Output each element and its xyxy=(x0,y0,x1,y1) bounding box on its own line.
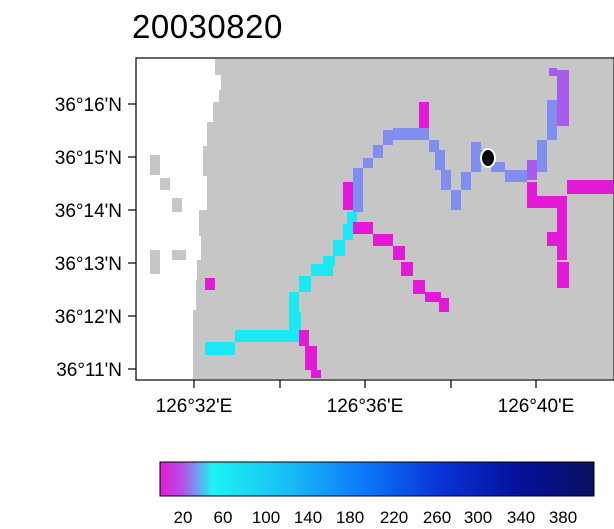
y-tick-label: 36°11'N xyxy=(56,360,122,381)
river-cell-magenta xyxy=(343,182,353,210)
y-tick-label: 36°13'N xyxy=(55,254,122,275)
river-cell-cyan xyxy=(347,212,357,224)
sea-cell xyxy=(193,176,207,210)
island-cell xyxy=(172,250,186,260)
colorbar-tick-label: 260 xyxy=(423,508,451,527)
y-tick-label: 36°16'N xyxy=(55,95,122,116)
land-area xyxy=(137,59,613,379)
sea-cell xyxy=(193,75,221,90)
river-cell-magenta xyxy=(311,370,321,378)
river-cell-blue xyxy=(471,142,481,172)
sea-cell xyxy=(193,122,207,146)
river-cell-magenta xyxy=(353,222,373,234)
river-cell-magenta xyxy=(205,278,215,290)
river-cell-blue xyxy=(435,150,445,170)
y-tick-label: 36°12'N xyxy=(55,307,122,328)
river-cell-cyan xyxy=(289,312,301,342)
y-tick-label: 36°14'N xyxy=(55,201,122,222)
river-cell-blue xyxy=(429,140,439,152)
colorbar-tick-label: 60 xyxy=(214,508,233,527)
island-cell xyxy=(160,178,170,190)
sea-area xyxy=(137,59,221,379)
river-cell-purple xyxy=(557,70,569,126)
colorbar-tick-label: 220 xyxy=(380,508,408,527)
river-cell-magenta xyxy=(439,298,449,312)
land-fill xyxy=(137,59,613,379)
river-cell-magenta xyxy=(527,182,537,208)
river-cell-blue xyxy=(373,145,383,158)
river-cell-magenta xyxy=(567,180,613,194)
river-cell-blue xyxy=(363,158,373,168)
river-cell-blue xyxy=(393,128,429,140)
river-cell-blue xyxy=(505,170,527,182)
sea-cell xyxy=(137,59,193,379)
colorbar-gradient xyxy=(159,461,595,497)
river-cell-blue xyxy=(537,140,547,172)
sea-cell xyxy=(193,59,215,75)
river-cell-cyan xyxy=(343,224,353,240)
sea-cell xyxy=(193,236,201,260)
river-cell-magenta xyxy=(547,232,557,246)
sea-cell xyxy=(193,280,196,310)
river-cell-magenta xyxy=(425,292,441,302)
river-cell-magenta xyxy=(537,196,567,208)
river-cell-magenta xyxy=(557,208,567,260)
colorbar-tick-label: 180 xyxy=(336,508,364,527)
river-cell-blue xyxy=(451,190,461,210)
river-cell-cyan xyxy=(333,240,345,256)
river-cell-blue xyxy=(461,172,471,190)
station-marker xyxy=(480,148,496,168)
river-cell-blue xyxy=(383,130,393,145)
colorbar: 20 60 100 140 180 220 260 300 340 380 xyxy=(159,461,595,527)
sea-cell xyxy=(193,102,213,122)
river-cell-magenta xyxy=(393,246,405,260)
river-cell-magenta xyxy=(373,234,393,246)
colorbar-tick-label: 100 xyxy=(252,508,280,527)
river-cell-magenta xyxy=(413,280,425,294)
river-cell-magenta xyxy=(557,262,569,288)
island-cell xyxy=(150,250,160,274)
river-cell-blue xyxy=(353,168,363,212)
sea-cell xyxy=(193,210,199,236)
x-tick-label: 126°40'E xyxy=(498,396,575,417)
river-cell-magenta xyxy=(401,262,413,276)
island-cell xyxy=(150,155,160,175)
river-cell-cyan xyxy=(299,276,311,292)
sea-cell xyxy=(193,260,197,280)
river-cell-cyan xyxy=(289,292,299,312)
colorbar-tick-label: 380 xyxy=(549,508,577,527)
river-cell-purple xyxy=(549,68,557,76)
river-cell-cyan xyxy=(205,342,235,355)
marker-dot xyxy=(482,150,494,166)
river-cell-purple xyxy=(527,160,537,180)
river-cell-cyan xyxy=(311,264,333,276)
colorbar-tick-label: 20 xyxy=(174,508,193,527)
river-cell-blue xyxy=(547,100,557,140)
river-cell-cyan xyxy=(323,256,335,266)
island-cell xyxy=(172,198,182,212)
river-cell-cyan xyxy=(235,330,289,342)
x-tick-label: 126°36'E xyxy=(327,396,404,417)
sea-cell xyxy=(193,146,203,176)
river-cell-magenta xyxy=(299,330,309,346)
colorbar-tick-label: 340 xyxy=(507,508,535,527)
river-cell-blue xyxy=(441,170,451,190)
map-frame xyxy=(135,57,614,381)
map-title: 20030820 xyxy=(132,8,283,45)
river-cell-blue xyxy=(491,162,505,172)
x-tick-label: 126°32'E xyxy=(156,396,233,417)
river-cell-magenta xyxy=(419,102,429,128)
colorbar-tick-label: 300 xyxy=(464,508,492,527)
y-tick-label: 36°15'N xyxy=(55,148,122,169)
river-cell-magenta xyxy=(305,346,317,370)
sea-cell xyxy=(193,90,219,102)
colorbar-tick-label: 140 xyxy=(294,508,322,527)
map-axes: 36°16'N 36°15'N 36°14'N 36°13'N 36°12'N 36°11… xyxy=(55,95,575,417)
